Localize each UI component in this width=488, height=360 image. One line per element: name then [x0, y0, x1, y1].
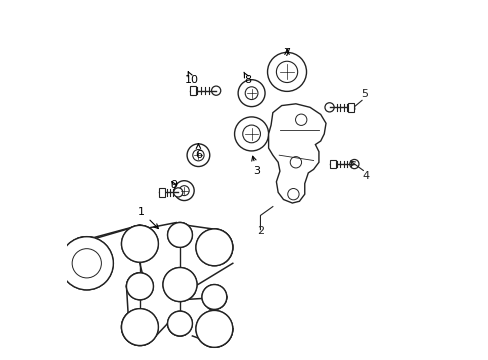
Polygon shape: [347, 103, 354, 112]
Circle shape: [196, 310, 232, 347]
Circle shape: [295, 114, 306, 125]
Circle shape: [167, 222, 192, 247]
Text: 8: 8: [244, 72, 251, 85]
Polygon shape: [159, 188, 165, 197]
Text: 5: 5: [360, 89, 367, 99]
Circle shape: [196, 229, 232, 266]
Circle shape: [121, 225, 158, 262]
Circle shape: [121, 225, 158, 262]
Circle shape: [126, 273, 153, 300]
Circle shape: [187, 144, 209, 167]
Circle shape: [202, 284, 226, 309]
Circle shape: [211, 86, 220, 95]
Circle shape: [163, 267, 197, 302]
Circle shape: [126, 273, 153, 300]
Circle shape: [234, 117, 268, 151]
Circle shape: [60, 237, 113, 290]
Circle shape: [167, 311, 192, 336]
Circle shape: [202, 284, 226, 309]
Circle shape: [196, 229, 232, 266]
Text: 4: 4: [362, 171, 368, 181]
Circle shape: [121, 309, 158, 346]
Polygon shape: [268, 104, 325, 203]
Circle shape: [163, 267, 197, 302]
Text: 7: 7: [283, 48, 290, 58]
Circle shape: [196, 310, 232, 347]
Circle shape: [167, 222, 192, 247]
Text: 10: 10: [184, 72, 199, 85]
Text: 2: 2: [256, 226, 264, 237]
Circle shape: [60, 237, 113, 290]
Text: 6: 6: [195, 144, 202, 160]
Circle shape: [267, 53, 306, 91]
Circle shape: [325, 103, 333, 112]
Circle shape: [238, 80, 264, 107]
Text: 3: 3: [251, 156, 260, 176]
Circle shape: [349, 159, 358, 168]
Circle shape: [121, 309, 158, 346]
Polygon shape: [329, 160, 335, 168]
Circle shape: [174, 181, 194, 201]
Circle shape: [167, 311, 192, 336]
Text: 1: 1: [138, 207, 158, 229]
Circle shape: [287, 189, 299, 200]
Circle shape: [173, 188, 183, 197]
Text: 9: 9: [170, 180, 177, 190]
Circle shape: [290, 157, 301, 168]
Polygon shape: [189, 86, 196, 95]
